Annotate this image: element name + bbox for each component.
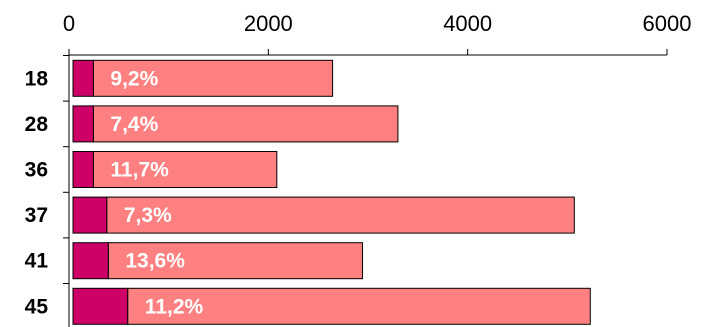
category-label: 18 <box>25 67 49 90</box>
labels: 18 9,2% 28 7,4% 36 11,7% 37 7,3% 41 13,6% 45 11,2% <box>25 67 204 318</box>
bar-segment <box>107 242 364 280</box>
bar-segment <box>92 59 334 97</box>
x-tick-label: 0 <box>63 11 75 36</box>
x-tick-label: 2000 <box>244 11 293 36</box>
category-label: 41 <box>25 250 49 273</box>
bar-segment <box>72 287 129 325</box>
bars <box>72 59 591 325</box>
x-tick-label: 6000 <box>643 11 692 36</box>
category-label: 45 <box>25 295 49 318</box>
data-label: 9,2% <box>110 67 158 90</box>
bar-segment <box>72 59 94 97</box>
data-label: 11,7% <box>110 159 169 182</box>
data-label: 7,4% <box>110 113 158 136</box>
data-label: 11,2% <box>145 295 204 318</box>
category-label: 28 <box>25 113 49 136</box>
x-axis: 0 2000 4000 6000 <box>63 11 692 56</box>
bar-segment <box>72 242 109 280</box>
bar-segment <box>72 196 108 234</box>
category-label: 36 <box>25 159 48 182</box>
bar-segment <box>127 287 591 325</box>
bar-segment <box>92 151 278 188</box>
bar-segment <box>72 151 94 188</box>
bar-segment <box>92 105 399 143</box>
category-label: 37 <box>25 204 48 227</box>
bar-segment <box>106 196 575 234</box>
data-label: 13,6% <box>125 250 185 273</box>
data-label: 7,3% <box>124 204 172 227</box>
bar-segment <box>72 105 94 143</box>
y-axis <box>63 55 70 327</box>
x-tick-label: 4000 <box>443 11 492 36</box>
